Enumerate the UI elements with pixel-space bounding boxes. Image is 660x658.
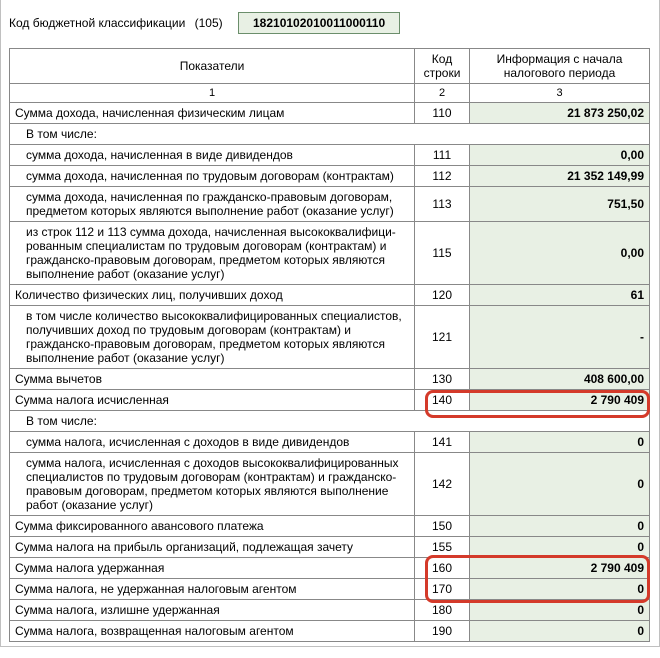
col-num-3: 3 [470,84,650,103]
row-value: 0 [470,537,650,558]
table-row: Сумма налога, не удержанная налоговым аг… [10,579,650,600]
row-value: 0,00 [470,145,650,166]
table-row: Сумма фиксированного авансового платежа1… [10,516,650,537]
row-value: 0 [470,579,650,600]
row-code: 120 [415,285,470,306]
row-value: 0 [470,621,650,642]
row-value: 2 790 409 [470,390,650,411]
table-row: из строк 112 и 113 сумма дохода, начисле… [10,222,650,285]
col-header-info: Информация с начала налогового периода [470,49,650,84]
table-row: сумма дохода, начисленная по трудовым до… [10,166,650,187]
kbk-num: (105) [195,16,223,30]
row-label: Сумма налога удержанная [10,558,415,579]
row-label: Сумма налога, излишне удержанная [10,600,415,621]
row-code: 140 [415,390,470,411]
table-row: сумма налога, исчисленная с доходов высо… [10,453,650,516]
row-code: 170 [415,579,470,600]
row-label: Сумма дохода, начисленная физическим лиц… [10,103,415,124]
row-code: 113 [415,187,470,222]
row-label: в том числе количество высококвалифициро… [10,306,415,369]
table-row: Сумма налога, излишне удержанная1800 [10,600,650,621]
row-label: Сумма налога исчисленная [10,390,415,411]
row-code: 155 [415,537,470,558]
row-label: сумма налога, исчисленная с доходов в ви… [10,432,415,453]
kbk-value: 18210102010011000110 [238,12,400,34]
indicators-table: Показатели Код строки Информация с начал… [9,48,650,642]
row-code: 141 [415,432,470,453]
table-row: Сумма налога исчисленная1402 790 409 [10,390,650,411]
row-label: сумма налога, исчисленная с доходов высо… [10,453,415,516]
col-header-code: Код строки [415,49,470,84]
table-row: Сумма налога удержанная1602 790 409 [10,558,650,579]
row-code: 150 [415,516,470,537]
row-value: 0 [470,516,650,537]
row-label: Сумма налога, не удержанная налоговым аг… [10,579,415,600]
row-value: 0 [470,432,650,453]
row-value: 0 [470,453,650,516]
table-row: В том числе: [10,124,650,145]
row-label: сумма дохода, начисленная в виде дивиден… [10,145,415,166]
table-row: Сумма налога, возвращенная налоговым аге… [10,621,650,642]
row-code: 142 [415,453,470,516]
col-num-2: 2 [415,84,470,103]
row-value: 61 [470,285,650,306]
row-code: 190 [415,621,470,642]
row-code: 111 [415,145,470,166]
row-code: 180 [415,600,470,621]
row-value: - [470,306,650,369]
row-value: 408 600,00 [470,369,650,390]
col-header-indicators: Показатели [10,49,415,84]
row-code: 121 [415,306,470,369]
row-value: 2 790 409 [470,558,650,579]
row-code: 130 [415,369,470,390]
table-row: сумма дохода, начисленная в виде дивиден… [10,145,650,166]
row-code: 160 [415,558,470,579]
table-row: Сумма дохода, начисленная физическим лиц… [10,103,650,124]
kbk-label: Код бюджетной классификации [9,16,185,30]
table-row: Сумма вычетов130408 600,00 [10,369,650,390]
row-value: 21 873 250,02 [470,103,650,124]
row-code: 115 [415,222,470,285]
table-row: сумма налога, исчисленная с доходов в ви… [10,432,650,453]
row-label: Сумма фиксированного авансового платежа [10,516,415,537]
row-value: 21 352 149,99 [470,166,650,187]
table-row: Количество физических лиц, получивших до… [10,285,650,306]
table-row: Сумма налога на прибыль организаций, под… [10,537,650,558]
row-label: Сумма вычетов [10,369,415,390]
row-label: Сумма налога на прибыль организаций, под… [10,537,415,558]
row-label: сумма дохода, начисленная по трудовым до… [10,166,415,187]
table-row: сумма дохода, начисленная по гражданско-… [10,187,650,222]
table-row: в том числе количество высококвалифициро… [10,306,650,369]
row-label: В том числе: [10,411,650,432]
row-label: сумма дохода, начисленная по гражданско-… [10,187,415,222]
row-value: 751,50 [470,187,650,222]
row-code: 110 [415,103,470,124]
col-num-1: 1 [10,84,415,103]
row-value: 0 [470,600,650,621]
kbk-header: Код бюджетной классификации (105) 182101… [1,0,659,48]
row-label: Сумма налога, возвращенная налоговым аге… [10,621,415,642]
row-label: из строк 112 и 113 сумма дохода, начисле… [10,222,415,285]
row-label: В том числе: [10,124,650,145]
row-value: 0,00 [470,222,650,285]
row-code: 112 [415,166,470,187]
row-label: Количество физических лиц, получивших до… [10,285,415,306]
table-row: В том числе: [10,411,650,432]
